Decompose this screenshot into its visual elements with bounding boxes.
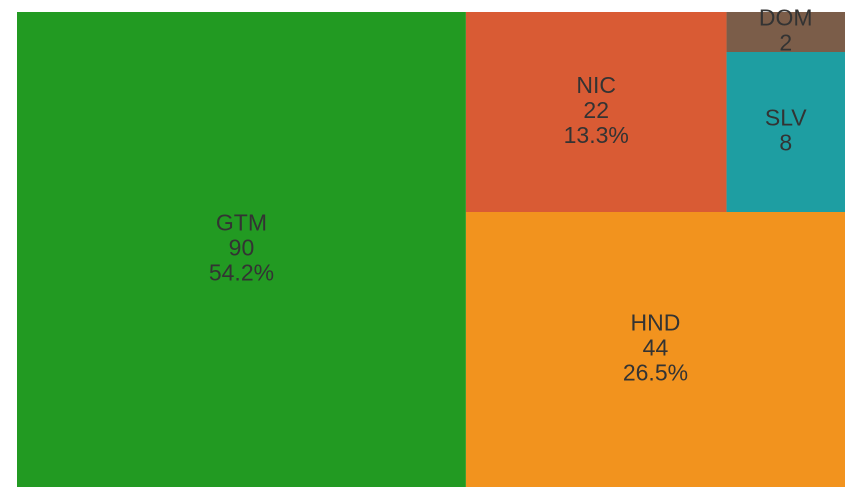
tile-label: 8 bbox=[779, 130, 792, 156]
tile-label: 13.3% bbox=[564, 122, 629, 148]
tile bbox=[726, 52, 845, 212]
tile bbox=[465, 12, 727, 212]
tile-label: 2 bbox=[779, 30, 792, 56]
tile-name: SLV bbox=[765, 105, 807, 131]
tile-label: 54.2% bbox=[209, 260, 274, 286]
tile-label: 22 bbox=[583, 97, 609, 123]
tile bbox=[17, 12, 466, 487]
tile-label: 44 bbox=[643, 335, 669, 361]
tile-name: HND bbox=[631, 310, 681, 336]
tile-label: 90 bbox=[229, 235, 255, 261]
tile-label: 26.5% bbox=[623, 360, 688, 386]
tile-name: GTM bbox=[216, 210, 267, 236]
tile-name: DOM bbox=[759, 5, 813, 31]
tile bbox=[465, 212, 845, 487]
tile-name: NIC bbox=[576, 72, 616, 98]
tile bbox=[726, 12, 845, 52]
